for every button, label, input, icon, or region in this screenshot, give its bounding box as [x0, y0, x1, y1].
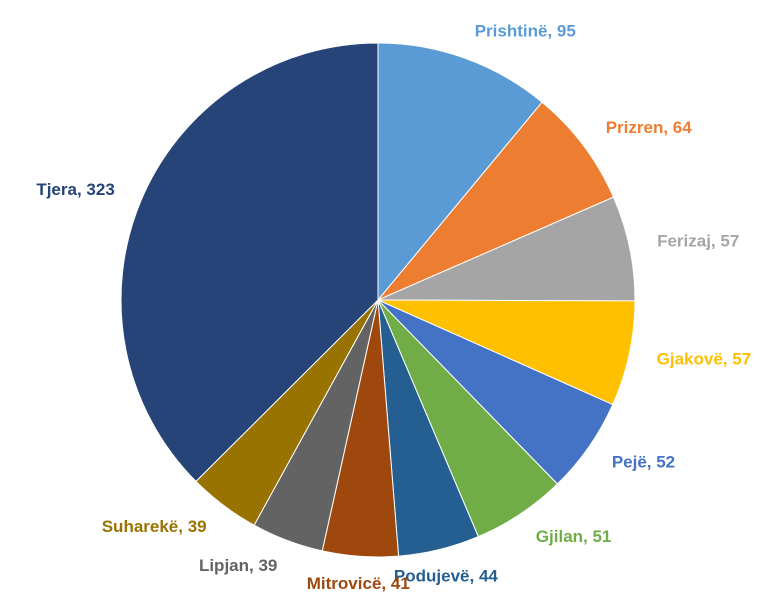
- data-label: Pejë, 52: [612, 452, 675, 471]
- data-label: Gjakovë, 57: [657, 349, 752, 368]
- pie-slice: [377, 101, 615, 301]
- data-label: Podujevë, 44: [394, 566, 498, 585]
- data-label: Gjilan, 51: [536, 527, 612, 546]
- pie-slice: [377, 42, 543, 302]
- data-label: Ferizaj, 57: [657, 232, 739, 251]
- data-label: Tjera, 323: [36, 180, 114, 199]
- data-label: Mitrovicë, 41: [307, 574, 410, 593]
- data-label: Prizren, 64: [606, 118, 693, 137]
- data-label: Suharekë, 39: [102, 517, 207, 536]
- pie-slice: [120, 42, 379, 483]
- data-label: Lipjan, 39: [199, 556, 277, 575]
- data-label: Prishtinë, 95: [475, 21, 576, 40]
